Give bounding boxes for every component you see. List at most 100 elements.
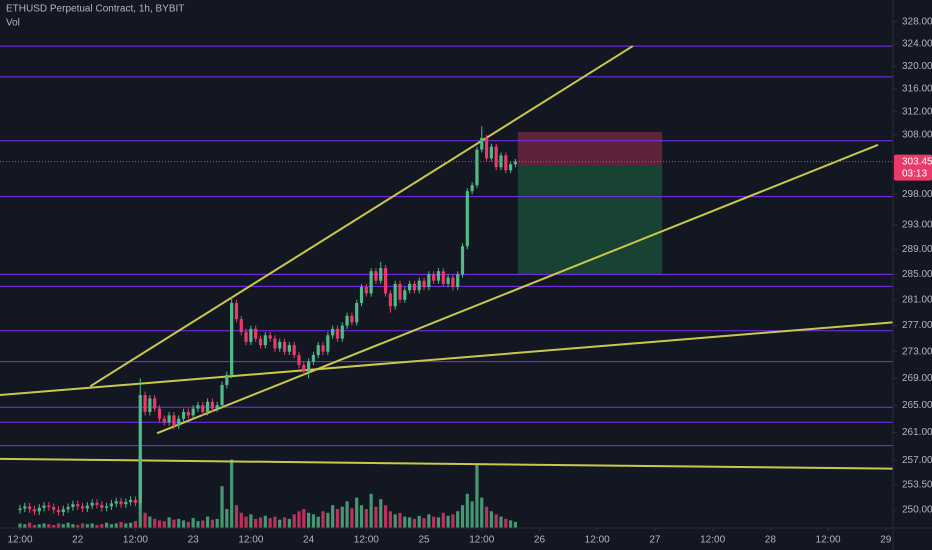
volume-bar bbox=[417, 515, 421, 528]
y-tick-label: 312.00 bbox=[902, 106, 932, 117]
candle-body bbox=[417, 280, 421, 291]
candle-body bbox=[470, 185, 474, 192]
volume-bar bbox=[157, 520, 162, 528]
candle-body bbox=[398, 283, 402, 300]
candle-body bbox=[513, 161, 518, 165]
y-tick-label: 261.00 bbox=[902, 427, 932, 438]
candle-body bbox=[268, 335, 272, 339]
candle-body bbox=[80, 506, 85, 509]
volume-bar bbox=[244, 516, 248, 528]
volume-bar bbox=[23, 524, 27, 528]
y-tick-label: 328.00 bbox=[902, 16, 932, 27]
volume-bar bbox=[104, 522, 109, 528]
candle-body bbox=[61, 509, 65, 513]
volume-bar bbox=[28, 522, 32, 528]
y-tick-label: 277.00 bbox=[902, 320, 932, 331]
target-zone bbox=[517, 165, 663, 275]
volume-bar bbox=[71, 524, 75, 528]
volume-bar bbox=[42, 523, 46, 528]
x-tick-label: 12:00 bbox=[123, 535, 148, 546]
volume-bar bbox=[331, 505, 335, 528]
x-tick-label: 28 bbox=[765, 535, 777, 546]
volume-bar bbox=[268, 518, 272, 528]
candle-body bbox=[234, 303, 239, 320]
candle-body bbox=[230, 303, 234, 375]
candle-body bbox=[316, 345, 320, 356]
candle-body bbox=[225, 374, 229, 385]
candle-body bbox=[460, 246, 465, 275]
candle-body bbox=[191, 408, 195, 416]
candle-body bbox=[196, 405, 200, 409]
volume-bar bbox=[475, 463, 479, 528]
volume-bar bbox=[234, 505, 239, 528]
y-tick-label: 289.00 bbox=[902, 244, 932, 255]
candle-body bbox=[18, 508, 22, 510]
candle-body bbox=[114, 501, 118, 504]
candle-body bbox=[484, 137, 489, 159]
trend-line bbox=[0, 321, 894, 397]
y-tick-label: 281.00 bbox=[902, 294, 932, 305]
trend-line bbox=[0, 457, 894, 470]
candle-body bbox=[307, 361, 311, 372]
candle-body bbox=[263, 335, 267, 346]
volume-bar bbox=[355, 497, 359, 528]
volume-bar bbox=[85, 524, 89, 528]
volume-bar bbox=[340, 506, 344, 528]
volume-bar bbox=[109, 524, 113, 528]
volume-bar bbox=[196, 521, 200, 528]
volume-bar bbox=[56, 523, 61, 528]
candle-body bbox=[138, 395, 142, 503]
candle-body bbox=[475, 149, 479, 186]
x-tick-label: 12:00 bbox=[585, 535, 610, 546]
volume-bar bbox=[460, 505, 465, 528]
current-price-badge bbox=[894, 154, 932, 181]
volume-bar bbox=[494, 514, 498, 528]
candle-body bbox=[23, 506, 27, 509]
volume-bar bbox=[456, 511, 460, 528]
volume-bar bbox=[302, 509, 306, 528]
y-tick-label: 324.00 bbox=[902, 38, 932, 49]
volume-bar bbox=[239, 512, 243, 528]
candle-body bbox=[124, 502, 128, 505]
candle-body bbox=[167, 415, 171, 423]
volume-bar bbox=[162, 521, 166, 528]
volume-bar bbox=[307, 512, 311, 528]
volume-bar bbox=[205, 516, 210, 528]
candle-body bbox=[249, 328, 253, 342]
y-tick-label: 308.00 bbox=[902, 130, 932, 141]
volume-bar bbox=[129, 522, 133, 528]
volume-bar bbox=[412, 518, 417, 528]
volume-bar bbox=[191, 518, 195, 528]
y-tick-label: 257.00 bbox=[902, 455, 932, 466]
volume-bar bbox=[432, 516, 436, 528]
volume-bar bbox=[451, 514, 455, 528]
candle-body bbox=[494, 146, 498, 168]
volume-bar bbox=[335, 509, 340, 528]
candle-body bbox=[432, 274, 436, 281]
y-tick-label: 293.00 bbox=[902, 219, 932, 230]
x-tick-label: 12:00 bbox=[816, 535, 841, 546]
volume-bar bbox=[316, 516, 320, 528]
x-tick-label: 12:00 bbox=[700, 535, 725, 546]
y-tick-label: 253.50 bbox=[902, 480, 932, 491]
volume-bar bbox=[90, 523, 94, 528]
volume-bar bbox=[292, 514, 296, 528]
volume-bar bbox=[480, 497, 484, 528]
candle-body bbox=[408, 283, 412, 291]
candle-body bbox=[427, 274, 431, 288]
candle-body bbox=[326, 335, 330, 352]
volume-bar bbox=[254, 518, 258, 528]
y-tick-label: 269.00 bbox=[902, 373, 932, 384]
volume-bar bbox=[210, 519, 215, 528]
volume-bar bbox=[249, 514, 253, 528]
volume-bar bbox=[133, 521, 138, 528]
volume-bar bbox=[509, 520, 513, 528]
candle-body bbox=[297, 355, 301, 365]
candle-body bbox=[340, 325, 344, 339]
candle-body bbox=[56, 509, 61, 513]
x-tick-label: 12:00 bbox=[469, 535, 494, 546]
candle-body bbox=[148, 398, 152, 412]
candle-body bbox=[311, 355, 316, 362]
candle-body bbox=[465, 191, 469, 247]
candle-body bbox=[133, 499, 138, 503]
